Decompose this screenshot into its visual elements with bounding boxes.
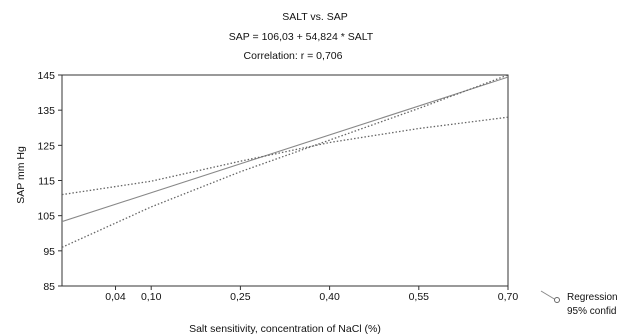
plot-frame bbox=[61, 74, 509, 287]
x-tick-label: 0,70 bbox=[498, 291, 519, 303]
y-axis-label: SAP mm Hg bbox=[15, 146, 27, 204]
chart-subtitle: SAP = 106,03 + 54,824 * SALT bbox=[229, 31, 374, 43]
y-tick-label: 95 bbox=[43, 246, 55, 258]
y-tick-label: 105 bbox=[37, 211, 55, 223]
y-axis-ticks: 85 95 105 115 125 135 145 bbox=[37, 70, 62, 293]
confidence-band-upper bbox=[62, 75, 508, 248]
series-layer bbox=[62, 75, 508, 248]
y-tick-label: 125 bbox=[37, 140, 55, 152]
legend: Regression 95% confid bbox=[540, 290, 618, 317]
x-tick-label: 0,10 bbox=[141, 291, 162, 303]
x-tick-label: 0,04 bbox=[105, 291, 126, 303]
y-tick-label: 85 bbox=[43, 281, 55, 293]
legend-label-regression: Regression bbox=[567, 292, 618, 303]
x-axis-label: Salt sensitivity, concentration of NaCl … bbox=[189, 323, 381, 335]
x-tick-label: 0,40 bbox=[319, 291, 340, 303]
x-axis-ticks: 0,04 0,10 0,25 0,40 0,55 0,70 bbox=[105, 286, 518, 303]
chart-annotation: Correlation: r = 0,706 bbox=[244, 50, 343, 62]
y-tick-label: 115 bbox=[38, 176, 55, 188]
x-tick-label: 0,55 bbox=[409, 291, 430, 303]
legend-label-confidence: 95% confid bbox=[567, 306, 616, 317]
chart-title: SALT vs. SAP bbox=[282, 11, 348, 23]
y-tick-label: 135 bbox=[37, 105, 55, 117]
regression-line bbox=[62, 76, 508, 223]
x-tick-label: 0,25 bbox=[230, 291, 251, 303]
confidence-band-lower bbox=[62, 116, 508, 196]
legend-regression-marker bbox=[554, 297, 560, 303]
legend-regression-line bbox=[540, 290, 557, 301]
y-tick-label: 145 bbox=[37, 70, 55, 82]
